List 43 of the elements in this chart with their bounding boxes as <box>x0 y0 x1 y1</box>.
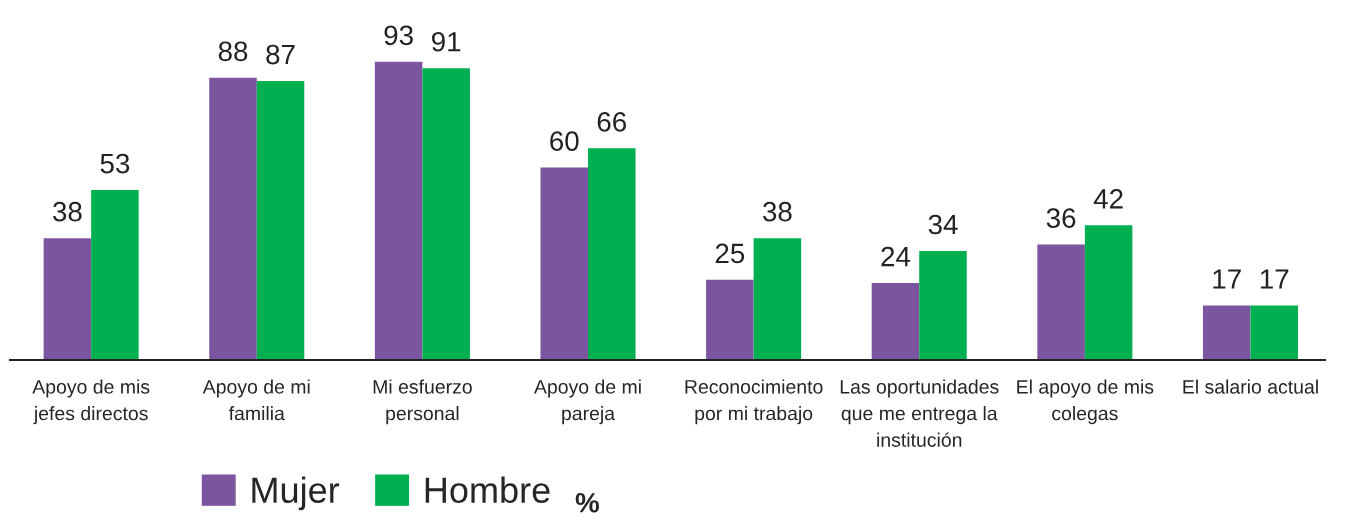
data-label: 25 <box>715 243 745 264</box>
bar <box>374 61 423 360</box>
bar <box>871 283 920 360</box>
data-label: 42 <box>1093 189 1123 209</box>
data-label: 17 <box>1260 269 1289 289</box>
text: % <box>575 492 599 513</box>
x-tick-label: Apoyo de mis jefes directos <box>32 379 150 425</box>
bar <box>706 279 754 360</box>
data-label: 66 <box>597 112 626 132</box>
bar <box>919 250 967 360</box>
bar <box>588 148 636 360</box>
data-label: 36 <box>1046 208 1076 228</box>
data-label: 34 <box>928 214 958 235</box>
x-tick-label: Reconocimiento por mi trabajo <box>685 379 823 425</box>
x-tick-label: Las oportunidades que me entrega la institución <box>840 379 999 447</box>
bar <box>91 190 139 360</box>
data-label: 53 <box>100 153 130 174</box>
bar <box>422 68 470 360</box>
data-label: 93 <box>384 25 413 46</box>
bar <box>209 77 257 360</box>
data-label: 38 <box>53 201 82 222</box>
bar <box>540 167 588 360</box>
x-tick-label: Mi esfuerzo personal <box>373 379 472 425</box>
bar <box>1250 305 1298 360</box>
bar <box>753 238 802 360</box>
x-tick-label: El salario actual <box>1183 379 1318 394</box>
data-label: 60 <box>550 131 579 151</box>
x-tick-label: Apoyo de mi familia <box>202 379 310 421</box>
data-label: 87 <box>266 44 295 65</box>
bar <box>43 238 92 360</box>
x-tick-label: El apoyo de mis colegas <box>1017 379 1154 425</box>
legend-label: Hombre <box>425 476 550 503</box>
data-label: 38 <box>763 201 792 222</box>
bar <box>1202 305 1251 360</box>
data-label: 91 <box>432 31 461 52</box>
data-label: 17 <box>1213 269 1241 289</box>
data-label: 24 <box>881 246 911 267</box>
bar <box>256 81 305 360</box>
x-tick-label: Apoyo de mi pareja <box>534 379 641 425</box>
data-label: 88 <box>218 41 248 62</box>
bar <box>1084 225 1133 360</box>
legend-label: Mujer <box>252 476 340 511</box>
bar <box>1037 244 1085 360</box>
